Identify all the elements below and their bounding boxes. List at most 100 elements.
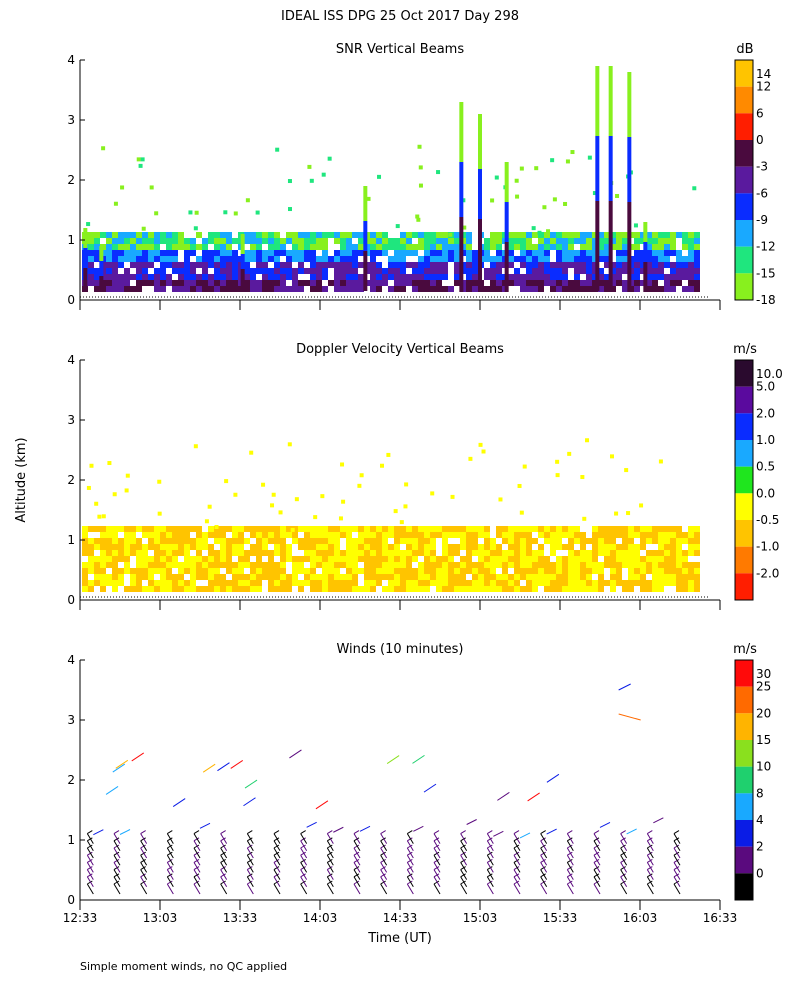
echo-cell	[498, 497, 503, 502]
heatmap-cell	[232, 286, 238, 292]
heatmap-cell	[94, 580, 100, 586]
echo-cell	[194, 210, 199, 215]
heatmap-cell	[154, 532, 160, 538]
heatmap-cell	[88, 580, 94, 586]
plume-cell	[627, 257, 632, 262]
plume-cell	[627, 147, 632, 152]
heatmap-cell	[352, 556, 358, 562]
heatmap-cell	[88, 568, 94, 574]
heatmap-cell	[526, 562, 532, 568]
heatmap-cell	[430, 250, 436, 256]
heatmap-cell	[556, 586, 562, 592]
heatmap-cell	[670, 286, 676, 292]
heatmap-cell	[358, 274, 364, 280]
heatmap-cell	[406, 238, 412, 244]
heatmap-cell	[178, 526, 184, 532]
heatmap-cell	[640, 586, 646, 592]
wind-barb-flag	[140, 844, 146, 849]
heatmap-cell	[382, 526, 388, 532]
heatmap-cell	[580, 550, 586, 556]
heatmap-cell	[274, 238, 280, 244]
heatmap-cell	[400, 250, 406, 256]
heatmap-cell	[268, 586, 274, 592]
heatmap-cell	[358, 538, 364, 544]
heatmap-cell	[154, 250, 160, 256]
heatmap-cell	[418, 262, 424, 268]
heatmap-cell	[652, 526, 658, 532]
heatmap-cell	[106, 262, 112, 268]
heatmap-cell	[208, 562, 214, 568]
colorbar-swatch	[735, 86, 753, 114]
heatmap-cell	[496, 262, 502, 268]
heatmap-cell	[628, 556, 634, 562]
plume-cell	[608, 131, 613, 136]
heatmap-cell	[676, 556, 682, 562]
heatmap-cell	[550, 580, 556, 586]
wind-barb-flag	[353, 858, 360, 863]
wind-barb	[497, 791, 510, 801]
heatmap-cell	[202, 544, 208, 550]
heatmap-cell	[316, 538, 322, 544]
heatmap-cell	[316, 268, 322, 274]
plume-cell	[595, 111, 600, 116]
heatmap-cell	[148, 238, 154, 244]
heatmap-cell	[304, 244, 310, 250]
heatmap-cell	[256, 256, 262, 262]
colorbar-swatch	[735, 246, 753, 274]
heatmap-cell	[508, 550, 514, 556]
heatmap-cell	[610, 262, 616, 268]
wind-barb-flag	[247, 866, 253, 871]
heatmap-cell	[406, 580, 412, 586]
heatmap-cell	[280, 262, 286, 268]
heatmap-cell	[460, 538, 466, 544]
wind-barb	[86, 876, 94, 888]
heatmap-cell	[676, 568, 682, 574]
heatmap-cell	[592, 268, 598, 274]
heatmap-cell	[670, 250, 676, 256]
heatmap-cell	[592, 544, 598, 550]
heatmap-cell	[316, 256, 322, 262]
heatmap-cell	[346, 556, 352, 562]
heatmap-cell	[166, 562, 172, 568]
heatmap-cell	[250, 526, 256, 532]
plume-cell	[608, 116, 613, 121]
heatmap-cell	[388, 568, 394, 574]
heatmap-cell	[334, 550, 340, 556]
heatmap-cell	[160, 580, 166, 586]
heatmap-cell	[178, 574, 184, 580]
colorbar-label: -6	[756, 186, 768, 200]
heatmap-cell	[556, 286, 562, 292]
plume-cell	[478, 169, 482, 174]
wind-barb-flag	[167, 880, 173, 885]
heatmap-cell	[556, 274, 562, 280]
plume-cell	[595, 206, 600, 211]
heatmap-cell	[172, 544, 178, 550]
heatmap-cell	[346, 268, 352, 274]
echo-cell	[416, 217, 421, 222]
heatmap-cell	[118, 538, 124, 544]
plume-cell	[608, 146, 613, 151]
heatmap-cell	[88, 262, 94, 268]
heatmap-cell	[592, 280, 598, 286]
heatmap-cell	[694, 526, 700, 532]
heatmap-cell	[160, 556, 166, 562]
plume-cell	[363, 271, 368, 276]
heatmap-cell	[220, 232, 226, 238]
heatmap-cell	[190, 556, 196, 562]
heatmap-cell	[274, 262, 280, 268]
wind-barb-flag	[593, 844, 600, 849]
wind-barb	[406, 847, 414, 859]
heatmap-cell	[580, 532, 586, 538]
heatmap-cell	[322, 538, 328, 544]
heatmap-cell	[382, 244, 388, 250]
heatmap-cell	[256, 586, 262, 592]
echo-cell	[270, 503, 275, 508]
colorbar-label: 0.0	[756, 486, 775, 500]
heatmap-cell	[88, 562, 94, 568]
heatmap-cell	[586, 244, 592, 250]
heatmap-cell	[616, 268, 622, 274]
heatmap-cell	[154, 286, 160, 292]
colorbar-label: 0	[756, 133, 764, 147]
heatmap-cell	[514, 580, 520, 586]
heatmap-cell	[394, 286, 400, 292]
